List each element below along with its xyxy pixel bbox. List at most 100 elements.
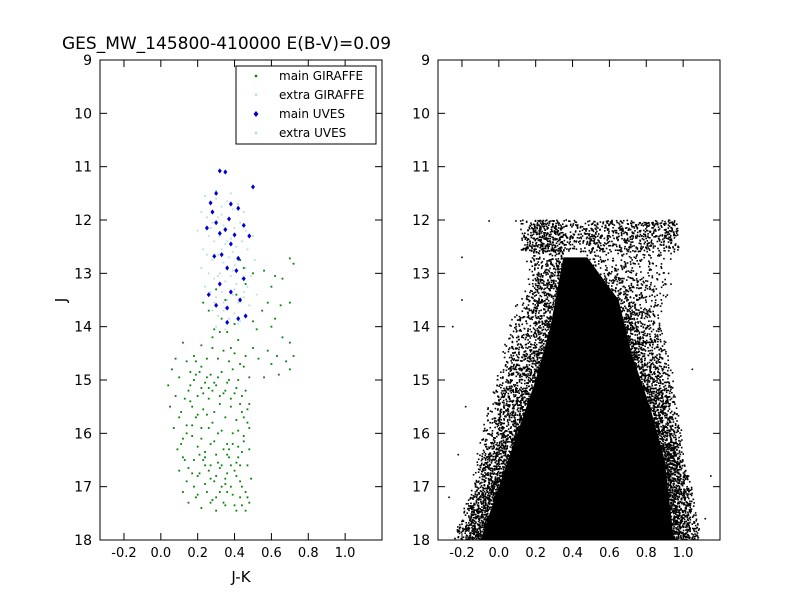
cmd-star-point <box>536 302 538 304</box>
cmd-star-point <box>504 365 507 367</box>
cmd-star-point <box>515 368 518 371</box>
cmd-star-point <box>531 292 534 295</box>
y-tick-label: 13 <box>74 266 92 282</box>
cmd-star-point <box>525 391 527 393</box>
cmd-star-point <box>686 477 689 479</box>
cmd-star-point <box>493 493 495 496</box>
cmd-star-point <box>480 534 483 537</box>
cmd-star-point <box>489 474 492 477</box>
cmd-star-point <box>499 415 502 417</box>
cmd-star-point <box>513 407 515 410</box>
cmd-star-point <box>511 345 513 348</box>
cmd-star-point <box>484 507 487 510</box>
cmd-star-point <box>516 401 518 404</box>
cmd-star-point <box>509 430 512 433</box>
cmd-star-point <box>501 472 504 475</box>
cmd-star-point <box>662 409 664 412</box>
cmd-star-point <box>477 497 480 500</box>
main-giraffe-point <box>198 371 201 373</box>
cmd-star-point <box>690 494 693 497</box>
cmd-star-point <box>666 469 669 472</box>
cmd-star-point <box>560 267 562 270</box>
cmd-star-point <box>538 364 541 366</box>
cmd-star-point <box>672 444 675 447</box>
cmd-star-point <box>625 271 627 273</box>
cmd-star-point <box>671 477 674 479</box>
cmd-star-point <box>501 377 504 380</box>
cmd-star-point <box>498 465 501 468</box>
cmd-star-point <box>650 376 652 379</box>
cmd-star-point <box>558 263 561 265</box>
main-giraffe-point <box>288 301 291 304</box>
cmd-star-point <box>488 497 491 500</box>
cmd-star-point <box>680 531 683 534</box>
cmd-star-point <box>536 366 539 369</box>
cmd-star-point <box>662 438 665 441</box>
cmd-star-point <box>669 482 672 485</box>
cmd-star-point <box>643 317 646 320</box>
cmd-star-point <box>635 362 638 365</box>
cmd-star-point <box>628 337 630 340</box>
cmd-star-point <box>548 245 551 247</box>
cmd-star-point <box>673 447 676 449</box>
cmd-star-point <box>678 541 680 543</box>
cmd-star-point <box>592 258 595 260</box>
cmd-star-point <box>538 357 541 359</box>
cmd-star-point <box>619 288 621 291</box>
cmd-star-point <box>537 278 539 280</box>
cmd-star-point <box>649 316 651 318</box>
cmd-star-point <box>672 484 675 487</box>
cmd-star-point <box>670 438 673 440</box>
cmd-star-point <box>673 521 675 524</box>
y-tick-label: 12 <box>74 213 92 229</box>
extra-giraffe-point <box>220 291 223 293</box>
cmd-star-point <box>683 542 685 544</box>
cmd-star-point <box>527 304 530 306</box>
cmd-star-point <box>667 459 670 462</box>
cmd-star-point <box>556 238 558 240</box>
x-tick-label: 0.6 <box>599 546 620 561</box>
cmd-star-point <box>674 541 676 543</box>
cmd-star-point <box>501 447 504 450</box>
main-giraffe-point <box>226 491 229 493</box>
cmd-star-point <box>493 483 495 485</box>
cmd-star-point <box>541 344 544 347</box>
cmd-star-point <box>494 495 496 498</box>
cmd-star-point <box>549 277 552 279</box>
cmd-star-point <box>669 461 672 464</box>
cmd-star-point <box>686 504 688 506</box>
cmd-star-point <box>482 520 484 523</box>
cmd-star-point <box>512 437 514 440</box>
cmd-star-point <box>507 424 510 426</box>
cmd-star-point <box>677 536 680 538</box>
cmd-star-point <box>645 342 647 345</box>
cmd-star-point <box>643 348 646 351</box>
cmd-star-point <box>516 384 519 387</box>
main-giraffe-point <box>196 445 199 448</box>
cmd-star-point <box>536 286 539 289</box>
cmd-star-point <box>550 287 552 289</box>
cmd-star-point <box>471 511 473 513</box>
cmd-star-point <box>668 384 671 387</box>
cmd-star-point <box>660 330 662 332</box>
cmd-star-point <box>534 229 537 231</box>
main-giraffe-point <box>241 395 243 397</box>
cmd-star-point <box>539 287 542 289</box>
cmd-star-point <box>637 309 639 311</box>
main-giraffe-point <box>211 336 214 339</box>
cmd-star-point <box>629 305 632 308</box>
main-giraffe-point <box>217 461 219 464</box>
cmd-star-point <box>501 443 503 445</box>
cmd-star-point <box>641 355 644 358</box>
cmd-star-point <box>517 399 519 402</box>
cmd-star-point <box>599 267 602 269</box>
cmd-star-point <box>536 227 539 230</box>
cmd-star-point <box>533 223 535 226</box>
cmd-star-point <box>629 338 632 341</box>
cmd-star-point <box>678 530 680 533</box>
cmd-star-point <box>674 478 677 480</box>
cmd-star-point <box>524 338 527 341</box>
cmd-star-point <box>494 401 496 404</box>
cmd-star-point <box>637 361 640 364</box>
cmd-star-point <box>680 468 682 471</box>
